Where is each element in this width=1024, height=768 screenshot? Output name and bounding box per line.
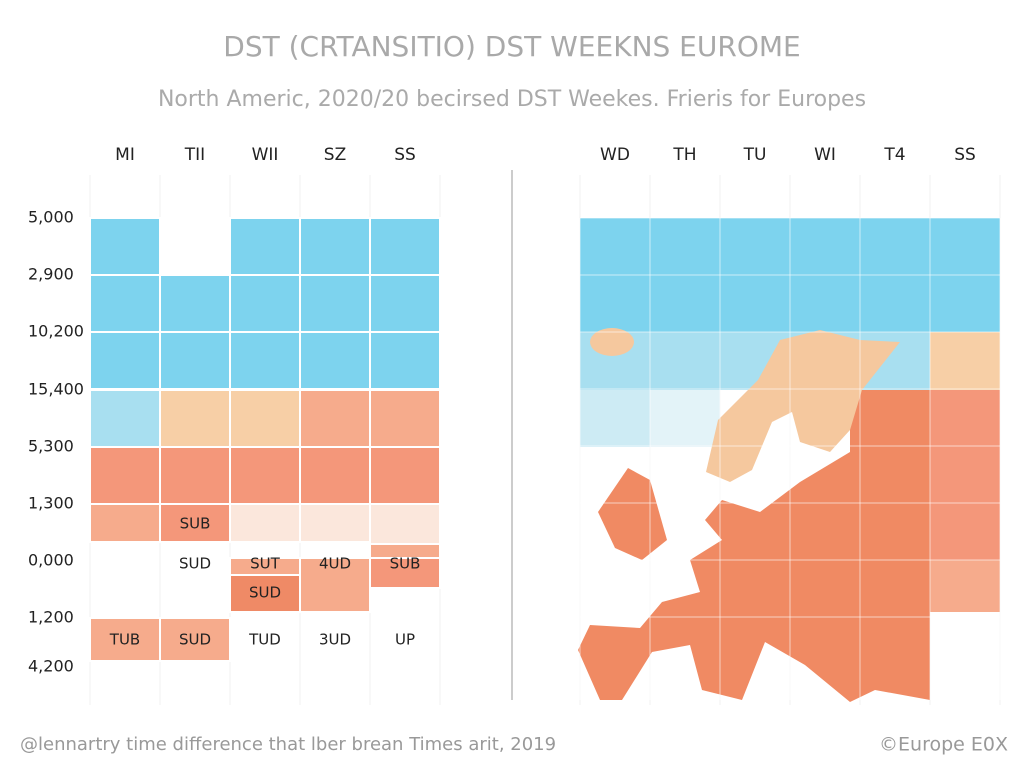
heat-cell (930, 390, 1000, 447)
row-label: 4,200 (28, 657, 74, 676)
cell-label: SUD (179, 555, 211, 573)
heat-cell (89, 217, 161, 276)
column-label: TH (672, 145, 696, 165)
heat-cell (89, 331, 161, 390)
column-label: WI (814, 145, 836, 165)
left-panel: MI TII WII SZ SS 5,000 2,900 10,200 15,400 5,300 1… (28, 145, 441, 705)
heat-cell (299, 503, 371, 543)
column-label: SZ (324, 145, 346, 165)
heat-cell (650, 390, 720, 447)
cell-label: SUB (180, 515, 211, 533)
heat-cell (229, 574, 301, 613)
map-scandinavia (706, 330, 900, 482)
cell-label: SUD (249, 584, 281, 602)
heat-cell (229, 503, 301, 543)
cell-label: SUD (179, 631, 211, 649)
heat-cell (369, 217, 441, 276)
row-label: 15,400 (28, 380, 84, 399)
heat-cell (159, 503, 231, 543)
source: @lennartry time difference that lber bre… (20, 734, 556, 755)
cell-label: 3UD (319, 631, 351, 649)
heat-cell (89, 274, 161, 333)
heat-cell (89, 503, 161, 543)
heat-cell (229, 389, 301, 448)
heat-cell (159, 331, 231, 390)
column-label: WD (600, 145, 630, 165)
row-label: 1,300 (28, 494, 74, 513)
column-label: WII (252, 145, 279, 165)
heat-cell (159, 446, 231, 505)
credit: ©Europe E0X (879, 734, 1008, 756)
heat-cell (229, 274, 301, 333)
subtitle: North Americ, 2020/20 becirsed DST Weeke… (158, 87, 866, 112)
heat-cell (229, 446, 301, 505)
heat-cell (159, 274, 231, 333)
row-label: 1,200 (28, 608, 74, 627)
heat-cell (299, 217, 371, 276)
map-continent (578, 390, 930, 702)
heat-cell (650, 332, 720, 390)
row-label: 0,000 (28, 551, 74, 570)
heat-cell (159, 389, 231, 448)
row-label: 2,900 (28, 265, 74, 284)
heat-cell (369, 446, 441, 505)
map-iceland (590, 328, 634, 356)
row-label: 5,300 (28, 437, 74, 456)
right-panel: WD TH TU WI T4 SS (578, 145, 1001, 705)
heat-cell (89, 617, 161, 662)
title: DST (CRTANSITIO) DST WEEKNS EUROME (223, 30, 800, 63)
column-label: SS (954, 145, 976, 165)
cell-label: TUD (248, 631, 281, 649)
heat-cell (299, 331, 371, 390)
column-label: T4 (883, 145, 905, 165)
heat-cell (299, 446, 371, 505)
cell-label: 4UD (319, 555, 351, 573)
heat-cell (369, 331, 441, 390)
heat-cell (299, 557, 371, 613)
heat-cell (159, 617, 231, 662)
row-label: 5,000 (28, 208, 74, 227)
heat-cell (369, 389, 441, 448)
heat-cell (930, 560, 1000, 612)
column-label: TII (184, 145, 205, 165)
heat-cell (930, 332, 1000, 390)
heat-cell (229, 217, 301, 276)
column-label: TU (743, 145, 767, 165)
map-island (598, 468, 667, 560)
heat-cell (369, 503, 441, 545)
row-label: 10,200 (28, 322, 84, 341)
cell-label: TUB (109, 631, 140, 649)
cell-label: UP (395, 631, 415, 649)
heat-cell (580, 390, 650, 447)
column-label: SS (394, 145, 416, 165)
heat-cell (229, 331, 301, 390)
cell-label: SUT (250, 555, 281, 573)
cell-label: SUB (390, 555, 421, 573)
column-label: MI (115, 145, 135, 165)
heat-cell (299, 389, 371, 448)
heat-cell (89, 389, 161, 448)
heat-cell (369, 274, 441, 333)
heat-cell (89, 446, 161, 505)
heat-cell (299, 274, 371, 333)
